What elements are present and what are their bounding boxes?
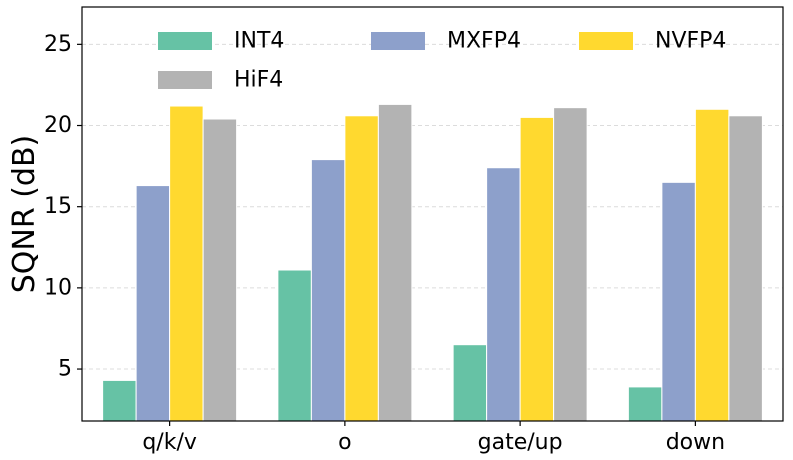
- bar-hif4-1: [377, 103, 413, 422]
- bar-int4-1: [277, 269, 312, 422]
- x-tick-label: down: [666, 430, 725, 455]
- legend-label-nvfp4: NVFP4: [655, 29, 726, 54]
- bar-mxfp4-0: [135, 185, 171, 422]
- bar-nvfp4-1: [344, 115, 379, 422]
- legend-label-int4: INT4: [234, 29, 284, 54]
- bar-hif4-2: [553, 107, 588, 422]
- bars: [102, 103, 763, 422]
- legend-swatch-nvfp4: [579, 32, 633, 50]
- plot-frame: [81, 6, 784, 422]
- y-tick-label: 5: [58, 357, 72, 382]
- x-axis-ticks: q/k/v o gate/up down: [142, 421, 725, 455]
- bar-hif4-0: [202, 118, 238, 422]
- bar-mxfp4-3: [661, 181, 696, 422]
- bar-int4-2: [452, 344, 488, 422]
- y-tick-label: 10: [44, 275, 72, 300]
- y-axis-ticks: 5 10 15 20 25: [44, 32, 82, 382]
- bar-nvfp4-2: [519, 116, 555, 422]
- x-tick-label: q/k/v: [142, 430, 197, 455]
- legend: INT4 MXFP4 NVFP4 HiF4: [158, 29, 726, 93]
- y-tick-label: 20: [44, 113, 72, 138]
- bar-mxfp4-2: [486, 167, 521, 422]
- bar-nvfp4-3: [694, 108, 730, 422]
- legend-label-hif4: HiF4: [234, 68, 283, 93]
- y-axis-title: SQNR (dB): [7, 135, 42, 294]
- bar-int4-3: [627, 386, 663, 422]
- x-tick-label: gate/up: [478, 430, 563, 455]
- legend-swatch-int4: [158, 32, 212, 50]
- bar-nvfp4-0: [169, 105, 204, 422]
- legend-swatch-mxfp4: [371, 32, 425, 50]
- bar-int4-0: [102, 379, 137, 422]
- x-tick-label: o: [338, 430, 351, 455]
- bar-mxfp4-1: [310, 159, 346, 422]
- y-tick-label: 25: [44, 32, 72, 57]
- bar-hif4-3: [728, 115, 763, 422]
- legend-label-mxfp4: MXFP4: [447, 29, 521, 54]
- y-tick-label: 15: [44, 194, 72, 219]
- legend-swatch-hif4: [158, 71, 212, 89]
